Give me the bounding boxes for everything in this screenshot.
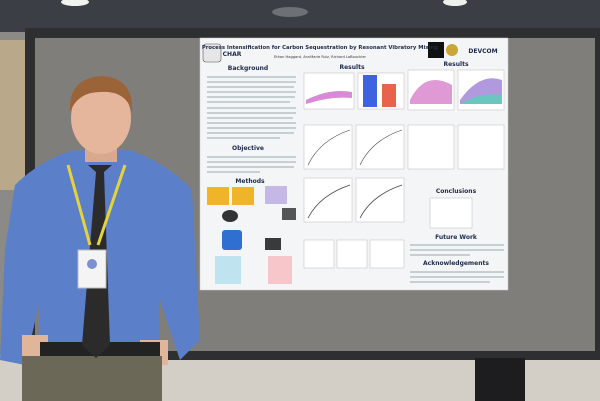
figure [303, 72, 355, 110]
figure [282, 208, 296, 220]
section-heading: Objective [232, 145, 264, 152]
figure [207, 187, 229, 205]
body-text [207, 156, 296, 173]
figure [232, 187, 254, 205]
figure [265, 186, 287, 204]
light [272, 7, 308, 17]
figure-grid [303, 124, 405, 269]
section-heading: Results [339, 64, 364, 71]
section-heading: Future Work [435, 234, 478, 241]
figure [363, 75, 377, 107]
poster-authors: Ethan Haggard, AnnMarie Ruiz, Richard La… [274, 55, 367, 59]
figure [410, 80, 452, 104]
logo-text: DEVCOM [468, 48, 497, 55]
figure [429, 197, 473, 229]
logo-icon [446, 44, 458, 56]
figure [222, 230, 242, 250]
figure [457, 124, 505, 170]
figure [460, 94, 502, 104]
figure [215, 256, 241, 284]
face [71, 82, 131, 154]
figure [407, 124, 455, 170]
legs [475, 358, 525, 401]
badge-logo [87, 259, 97, 269]
figure [265, 238, 281, 250]
poster-title: Process Intensification for Carbon Seque… [202, 45, 438, 51]
figure [268, 256, 292, 284]
light [443, 0, 467, 6]
trousers [22, 356, 162, 401]
lanyard [66, 164, 127, 246]
light [61, 0, 89, 6]
figure [222, 210, 238, 222]
section-heading: Acknowledgements [423, 260, 489, 267]
figure [382, 84, 396, 107]
figure [306, 91, 352, 104]
body-text [410, 271, 504, 283]
section-heading: Results [443, 61, 468, 68]
body-text [207, 76, 296, 139]
person [0, 76, 525, 401]
section-heading: Background [228, 65, 268, 72]
logo-icon [428, 42, 444, 58]
logo-text: CHAR [223, 51, 242, 58]
poster: CHAR DEVCOM Process Intensification for … [199, 37, 509, 291]
logo-icon [202, 43, 222, 63]
hair [69, 76, 133, 112]
body-text [410, 244, 504, 256]
section-heading: Methods [235, 178, 265, 185]
section-heading: Conclusions [436, 188, 477, 195]
